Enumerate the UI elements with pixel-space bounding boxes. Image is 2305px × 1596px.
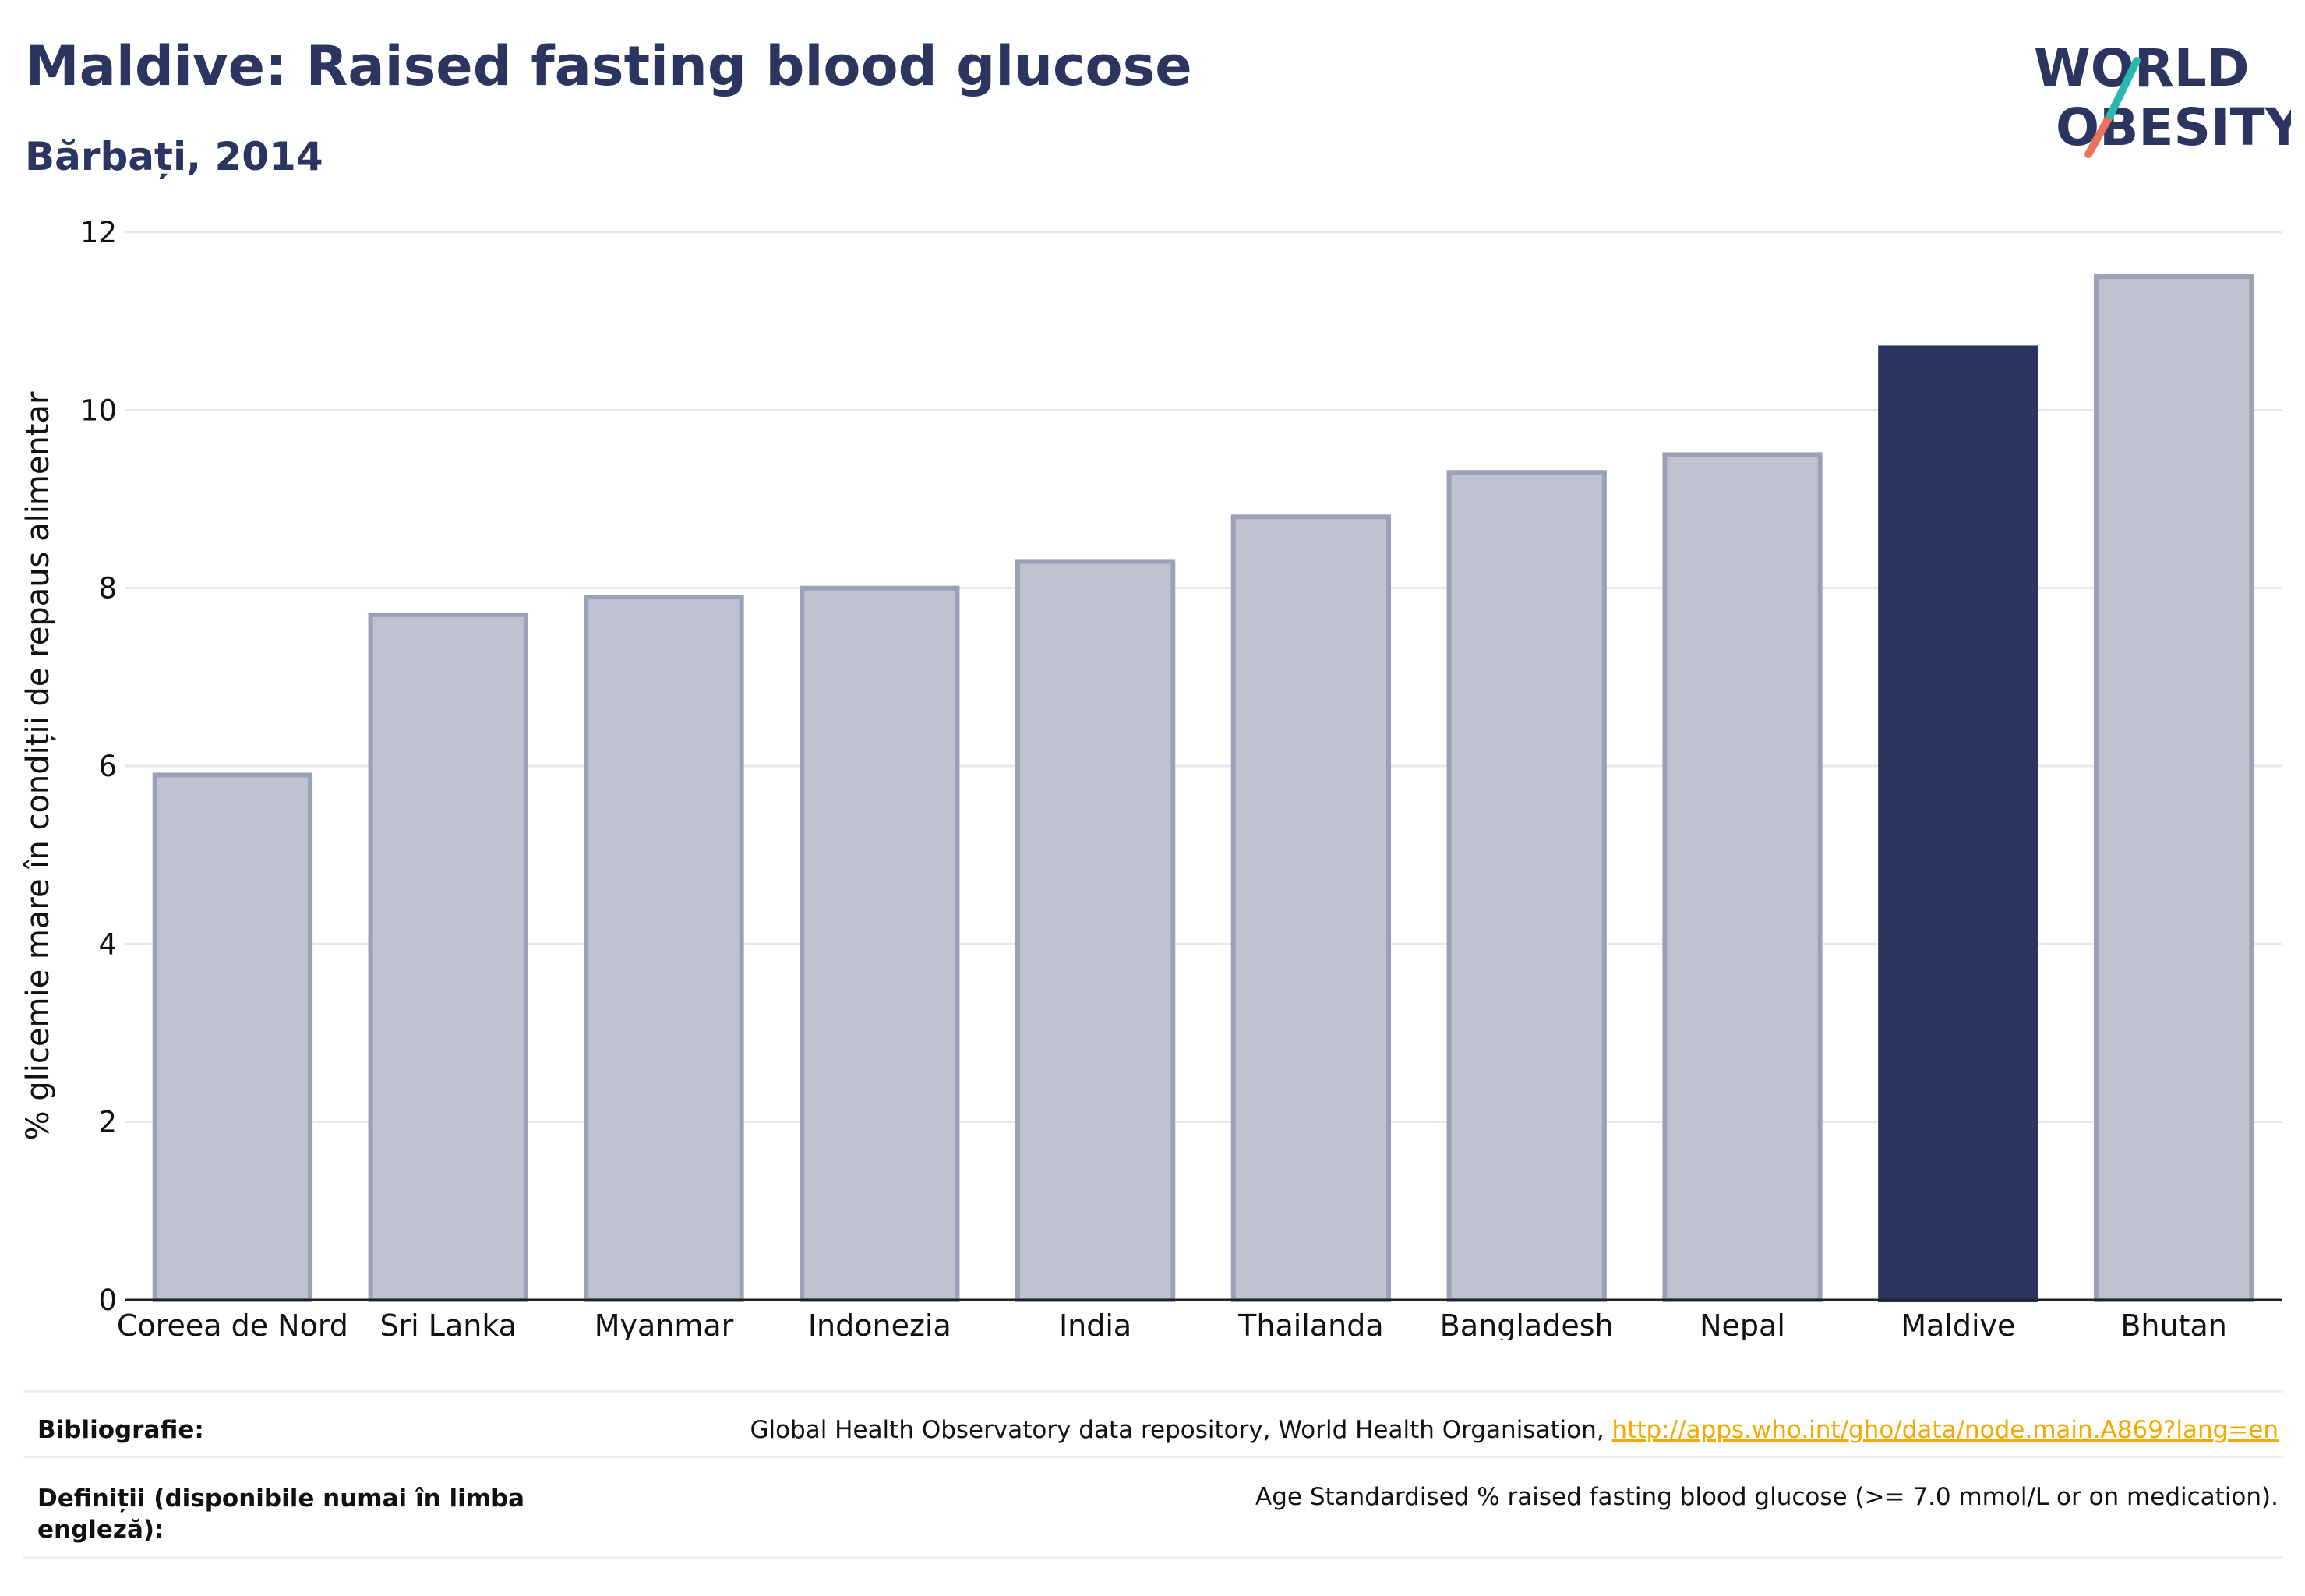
y-tick-label: 0 (98, 1284, 117, 1317)
bar-bhutan[interactable] (2093, 274, 2254, 1302)
bar-nepal[interactable] (1662, 452, 1823, 1303)
x-tick-label: Nepal (1700, 1308, 1785, 1340)
y-axis-label: % glicemie mare în condiții de repaus al… (20, 391, 56, 1140)
logo-text-world: WORLD (2034, 38, 2250, 98)
x-tick-label: Maldive (1901, 1308, 2015, 1340)
sources-text: Global Health Observatory data repositor… (750, 1416, 1612, 1444)
x-tick-label: Coreea de Nord (117, 1308, 348, 1340)
y-axis-ticks: 0 2 4 6 8 10 12 (80, 216, 117, 1317)
y-tick-label: 10 (80, 394, 117, 427)
bar-coreea-de-nord[interactable] (152, 772, 313, 1302)
bar-myanmar[interactable] (584, 595, 744, 1302)
x-tick-label: Sri Lanka (379, 1308, 517, 1340)
bar-chart: 0 2 4 6 8 10 12 Coreea de Nord Sri Lanka Myanmar… (20, 216, 2282, 1340)
x-tick-label: Thailanda (1237, 1308, 1383, 1340)
bar-bangladesh[interactable] (1446, 470, 1607, 1302)
bar-sri-lanka[interactable] (368, 612, 528, 1302)
definitions-value: Age Standardised % raised fasting blood … (1255, 1483, 2279, 1511)
bar-indonezia[interactable] (800, 585, 960, 1302)
y-tick-label: 4 (98, 927, 117, 961)
page-title: Maldive: Raised fasting blood glucose (25, 34, 1192, 98)
x-tick-label: Bhutan (2120, 1308, 2227, 1340)
world-obesity-logo: WORLD OBESITY (2034, 30, 2303, 170)
x-axis-ticks: Coreea de Nord Sri Lanka Myanmar Indonezia I… (117, 1308, 2227, 1340)
y-tick-label: 8 (98, 572, 117, 606)
definitions-label: Definiții (disponibile numai în limba en… (37, 1485, 525, 1544)
x-tick-label: India (1059, 1308, 1131, 1340)
y-tick-label: 6 (98, 750, 117, 783)
logo-slash-top (2084, 111, 2114, 158)
sources-label: Bibliografie: (37, 1416, 204, 1444)
logo-slash-bottom (2106, 57, 2141, 119)
sources-value: Global Health Observatory data repositor… (750, 1416, 2279, 1444)
footer-sources-row: Bibliografie: Global Health Observatory … (23, 1390, 2283, 1457)
x-tick-label: Indonezia (808, 1308, 951, 1340)
logo-text-obesity: OBESITY (2056, 97, 2291, 157)
bar-india[interactable] (1015, 559, 1176, 1302)
x-tick-label: Bangladesh (1440, 1308, 1614, 1340)
y-tick-label: 12 (80, 216, 117, 249)
bar-maldive[interactable] (1878, 345, 2038, 1303)
bars (152, 274, 2254, 1303)
y-tick-label: 2 (98, 1106, 117, 1139)
x-tick-label: Myanmar (595, 1308, 734, 1340)
bar-thailanda[interactable] (1230, 514, 1392, 1303)
page-subtitle: Bărbați, 2014 (25, 134, 323, 179)
footer-definitions-row: Definiții (disponibile numai în limba en… (23, 1456, 2283, 1559)
sources-link[interactable]: http://apps.who.int/gho/data/node.main.A… (1611, 1416, 2279, 1444)
